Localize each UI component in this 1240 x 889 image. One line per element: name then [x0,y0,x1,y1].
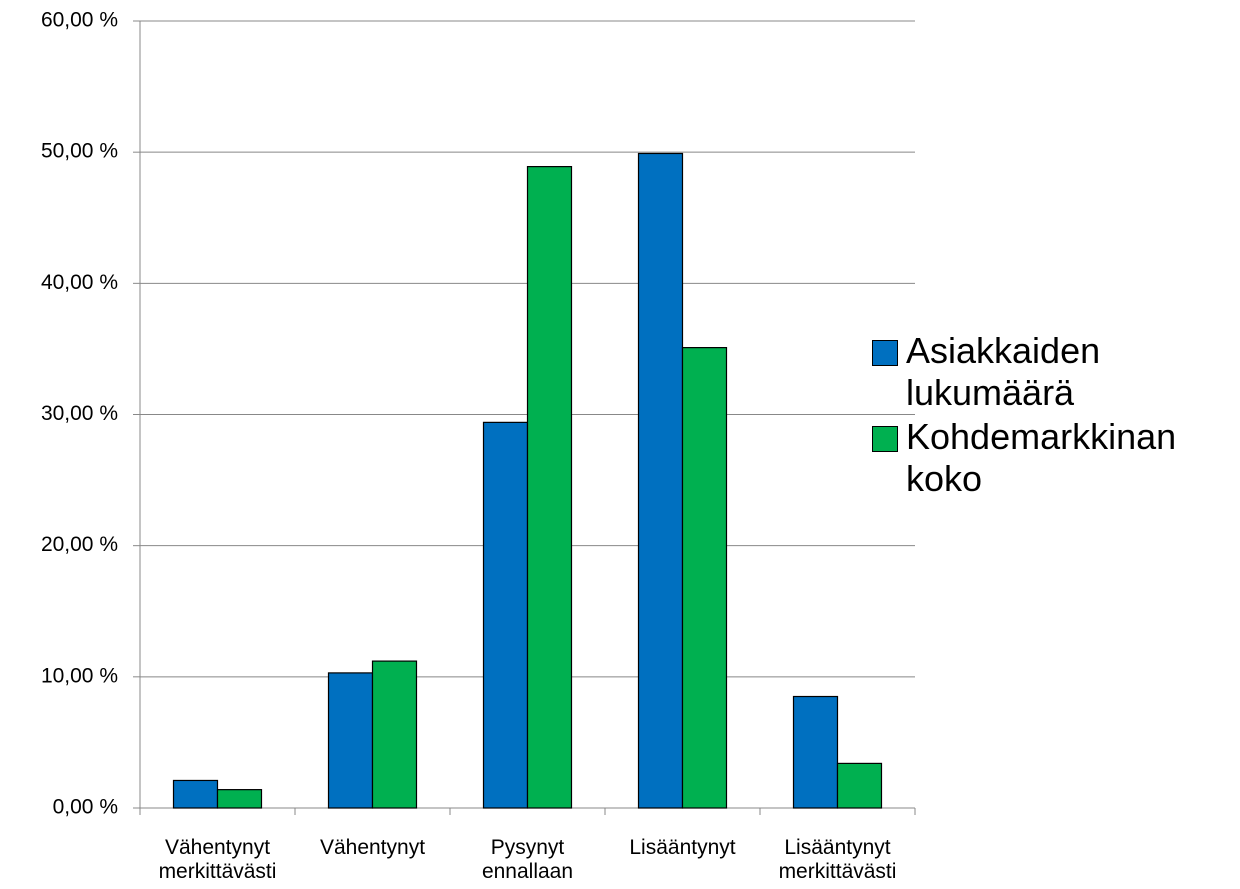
y-tick-label: 30,00 % [41,402,118,425]
legend-swatch [872,426,898,452]
bar [216,789,263,809]
bar [371,660,418,809]
legend-item: Asiakkaiden lukumäärä [866,330,1196,414]
legend-swatch [872,340,898,366]
y-tick-label: 50,00 % [41,140,118,163]
bar [327,672,374,809]
legend-label: Kohdemarkkinan koko [906,416,1177,499]
x-tick-label: Vähentynyt merkittävästi [158,836,277,883]
x-tick-label: Lisääntynyt [629,836,736,859]
bar [482,421,529,809]
legend: Asiakkaiden lukumäärä Kohdemarkkinan koko [866,330,1196,502]
bar [836,762,883,809]
x-tick-label: Vähentynyt [319,836,426,859]
y-tick-label: 20,00 % [41,533,118,556]
bar [792,695,839,809]
bar [681,347,728,809]
x-tick-label: Lisääntynyt merkittävästi [778,836,897,883]
bar [526,165,573,809]
y-tick-label: 60,00 % [41,9,118,32]
y-tick-label: 0,00 % [53,796,118,819]
bar [637,152,684,809]
y-tick-label: 40,00 % [41,271,118,294]
bar [172,779,219,809]
y-tick-label: 10,00 % [41,664,118,687]
x-tick-label: Pysynyt ennallaan [481,836,574,883]
legend-label: Asiakkaiden lukumäärä [906,330,1101,413]
legend-item: Kohdemarkkinan koko [866,416,1196,500]
